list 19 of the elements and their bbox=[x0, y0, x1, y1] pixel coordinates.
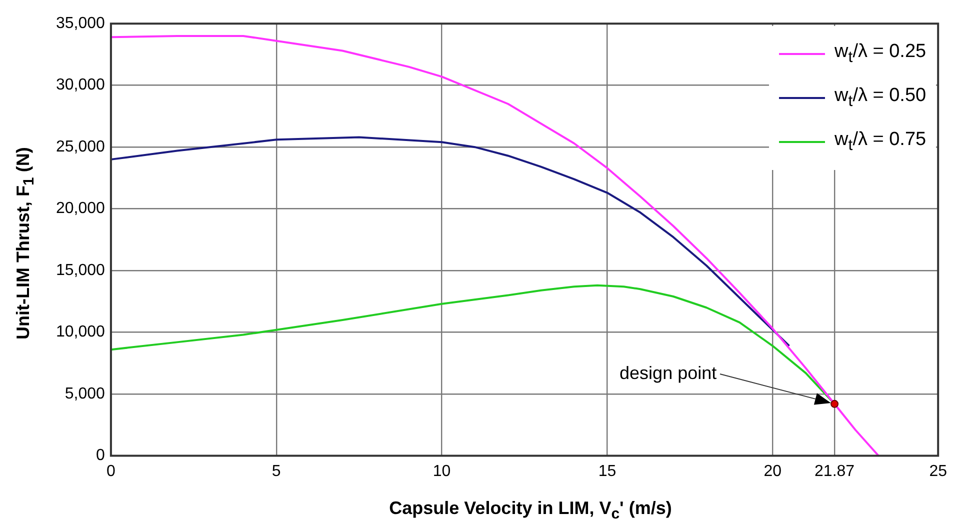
legend-label: w$_{t}$/λ = 0.50 bbox=[834, 84, 926, 110]
x-tick-label: 5 bbox=[272, 462, 281, 480]
y-tick-label: 10,000 bbox=[56, 324, 106, 341]
x-tick-label: 20 bbox=[764, 462, 782, 480]
y-tick-label: 30,000 bbox=[56, 76, 106, 94]
y-tick-label: 0 bbox=[96, 447, 106, 464]
annotation: design point bbox=[620, 362, 717, 383]
legend-label: w$_{t}$/λ = 0.75 bbox=[834, 128, 926, 154]
y-tick-label: 25,000 bbox=[56, 138, 106, 156]
y-tick-label: 35,000 bbox=[56, 15, 106, 32]
x-tick-label: 10 bbox=[432, 462, 451, 480]
x-tick-label: 21.87 bbox=[814, 462, 855, 480]
y-tick-label: 15,000 bbox=[56, 262, 106, 279]
x-axis-title: Capsule Velocity in LIM, V$_{c}$' (m/s) bbox=[388, 498, 673, 523]
legend-label: w$_{t}$/λ = 0.25 bbox=[834, 40, 926, 66]
y-tick-label: 5,000 bbox=[64, 385, 106, 402]
x-tick-label: 15 bbox=[598, 462, 616, 480]
x-tick-label: 25 bbox=[929, 462, 948, 480]
y-tick-label: 20,000 bbox=[56, 200, 106, 218]
